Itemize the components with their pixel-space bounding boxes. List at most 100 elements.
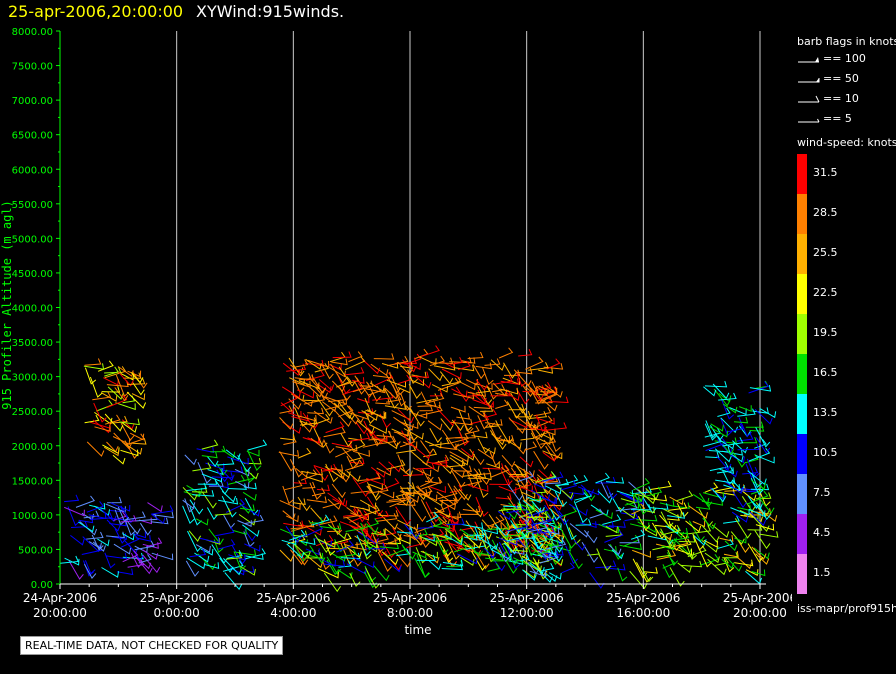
wind-barb [521, 491, 536, 499]
wind-barb [575, 519, 592, 526]
wind-barb [360, 527, 375, 551]
barb-legend-title: barb flags in knots [797, 35, 896, 48]
wind-barb [314, 363, 329, 373]
wind-barb [101, 386, 121, 393]
wind-barb [446, 518, 465, 525]
wind-barb [349, 504, 371, 511]
wind-barb [430, 486, 446, 494]
wind-barb [192, 490, 215, 497]
wind-barb [645, 529, 658, 537]
wind-barb [711, 524, 730, 538]
wind-barb [433, 364, 456, 371]
wind-barb [598, 523, 620, 534]
wind-barb [606, 485, 618, 500]
wind-barb [381, 362, 399, 369]
wind-barb [475, 385, 491, 394]
wind-barb [386, 394, 402, 403]
wind-barb [413, 526, 430, 548]
wind-barb [755, 427, 771, 448]
wind-barb [195, 518, 209, 526]
wind-barb [731, 511, 749, 523]
wind-barb [67, 506, 81, 527]
wind-barb [372, 371, 392, 379]
wind-barb [507, 484, 524, 502]
wind-barb [292, 542, 311, 558]
wind-barb [539, 524, 557, 532]
wind-barb [235, 480, 250, 489]
wind-barb [211, 544, 228, 564]
wind-barb [542, 450, 563, 460]
wind-barb [660, 525, 681, 536]
wind-barb [132, 382, 145, 396]
wind-barb [366, 482, 381, 501]
wind-barb [505, 560, 518, 574]
wind-barb [309, 517, 324, 524]
wind-barb [346, 516, 366, 531]
wind-barb [569, 551, 583, 570]
wind-barb [86, 531, 104, 540]
wind-barb [83, 510, 100, 519]
wind-barb [750, 513, 770, 532]
wind-barb [477, 437, 490, 454]
wind-barb [709, 461, 729, 472]
wind-barb [542, 510, 564, 525]
wind-barb [285, 525, 302, 543]
wind-barb [333, 402, 353, 419]
wind-barb [563, 518, 577, 541]
wind-barb [536, 385, 550, 396]
wind-barb [463, 533, 482, 549]
wind-barb [357, 408, 374, 415]
wind-barb [527, 512, 543, 534]
wind-barb [559, 527, 576, 549]
wind-barb [755, 553, 770, 565]
wind-barb [597, 490, 613, 504]
wind-barb [442, 549, 454, 564]
x-tick-time: 0:00:00 [154, 606, 200, 620]
wind-barb [385, 533, 403, 545]
wind-barb [400, 482, 415, 489]
wind-barb [300, 538, 316, 546]
wind-barb [368, 433, 386, 441]
wind-barb [78, 521, 95, 533]
wind-barb [68, 560, 84, 580]
wind-barb [525, 356, 544, 370]
title-date-time: 25-apr-2006,20:00:00 [8, 2, 184, 21]
wind-barb [714, 557, 729, 566]
wind-barb [534, 436, 551, 445]
wind-barb [520, 525, 539, 539]
wind-barb [244, 548, 266, 560]
wind-barb [323, 439, 335, 454]
wind-barb [152, 511, 174, 519]
wind-barb [221, 490, 237, 503]
x-tick-date: 25-Apr-2006 [256, 591, 330, 605]
wind-barb [373, 372, 394, 387]
wind-barb [548, 572, 562, 580]
wind-barb [727, 451, 744, 463]
wind-barb [544, 572, 558, 582]
wind-barb [541, 389, 558, 402]
wind-barb [519, 507, 534, 524]
wind-barb [327, 525, 341, 532]
wind-barb [60, 555, 79, 564]
wind-barb [475, 496, 489, 517]
wind-barb [462, 505, 481, 513]
wind-barb [436, 408, 456, 426]
wind-barb [97, 538, 110, 547]
wind-barb [221, 470, 235, 482]
wind-barb [78, 516, 94, 524]
wind-barb [351, 377, 365, 384]
wind-barb [388, 461, 402, 473]
wind-barb [717, 407, 731, 417]
wind-barb [510, 392, 527, 414]
wind-barb [86, 441, 105, 457]
wind-barb [522, 500, 542, 515]
wind-barb [473, 548, 489, 556]
wind-barb [514, 414, 533, 429]
wind-barb [650, 494, 668, 502]
wind-barb [640, 566, 654, 583]
x-tick-time: 12:00:00 [500, 606, 554, 620]
wind-barb [645, 488, 659, 500]
wind-barb [724, 540, 738, 552]
wind-barb [534, 534, 548, 544]
wind-barb [704, 552, 720, 564]
